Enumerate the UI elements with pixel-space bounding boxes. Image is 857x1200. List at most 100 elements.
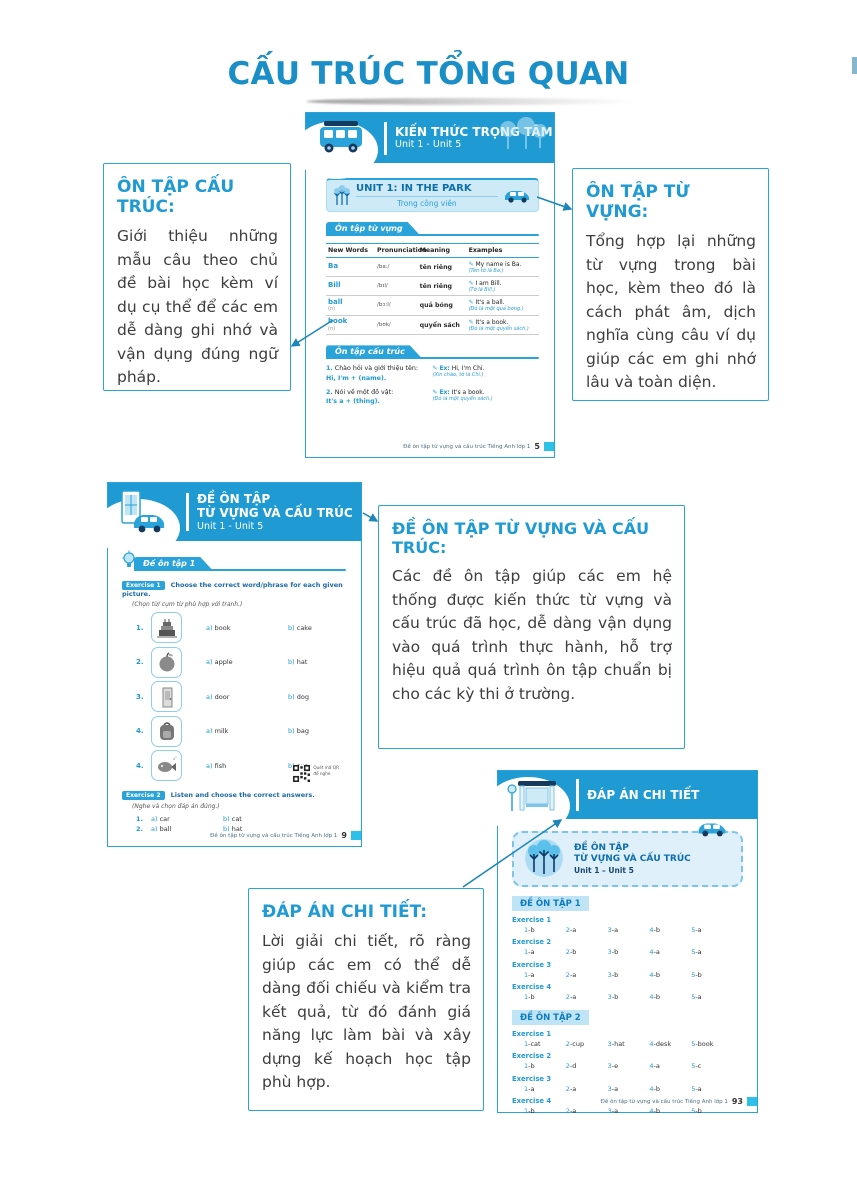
meaning: tên riêng — [417, 257, 467, 277]
example-translation: (Tên tớ là Ba.) — [468, 267, 504, 274]
phone-booth-car-icon — [121, 490, 164, 533]
page1-banner: KIẾN THỨC TRỌNG TÂM Unit 1 - Unit 5 — [294, 113, 554, 179]
structure-number: 1. — [326, 365, 333, 373]
structure-label: Chào hỏi và giới thiệu tên: — [334, 365, 418, 373]
answer: 1-b — [524, 1107, 535, 1115]
answers-row: 1-b 2-d 3-e 4-a 5-c — [524, 1062, 733, 1070]
pos: (n) — [328, 325, 336, 332]
structure-tab-label: Ôn tập cấu trúc — [326, 345, 423, 359]
answer: 3-a — [607, 1107, 619, 1115]
answer: 4-a — [649, 1062, 660, 1070]
item-number: 4. — [136, 761, 144, 770]
car-icon — [505, 191, 529, 203]
answer: 5-a — [691, 925, 702, 934]
col-header: Pronunciation — [374, 243, 427, 258]
unit-trees-icon — [334, 184, 350, 205]
callout-tests-body: Các đề ôn tập giúp các em hệ thống được … — [392, 567, 672, 703]
page-number: 5 — [534, 442, 540, 451]
cake-image — [151, 612, 182, 643]
answers-row: 1-b 2-a 3-a 4-b 5-a — [524, 926, 733, 934]
example-translation: (Đó là một quyển sách.) — [468, 325, 529, 332]
exercise2-title: Listen and choose the correct answers. — [170, 790, 315, 799]
item-number: 1. — [136, 623, 144, 632]
bus-stop-icon — [507, 781, 556, 811]
option-b-text: hat — [296, 658, 308, 666]
car-icon — [698, 823, 726, 837]
answers-exercise-name: Exercise 2 — [512, 938, 552, 946]
col-header: Examples — [466, 243, 539, 258]
structure-example: ✎ Ex: It's a book. (Đó là một quyển sách… — [433, 389, 540, 406]
page3-banner-title: ĐÁP ÁN CHI TIẾT — [587, 787, 700, 802]
callout-structure-heading: ÔN TẬP CẤU TRÚC: — [117, 177, 235, 217]
answer: 1-b — [524, 925, 535, 934]
option-b-label: b) — [288, 727, 295, 735]
answer: 3-a — [607, 1084, 619, 1093]
page-number: 93 — [731, 1097, 743, 1106]
exercise2-heading: Exercise 2 Listen and choose the correct… — [122, 790, 361, 800]
option-b-text: bag — [296, 727, 309, 735]
structure-list: 1. Chào hỏi và giới thiệu tên: Hi, I'm +… — [326, 365, 539, 405]
exercise2-subtitle: (Nghe và chọn đáp án đúng.) — [132, 802, 220, 810]
page-number-marker — [544, 442, 554, 451]
structure-example-text: It's a book. — [451, 388, 485, 396]
answer: 1-a — [524, 970, 535, 979]
answers-row: 1-cat 2-cup 3-hat 4-desk 5-book — [524, 1040, 733, 1048]
structure-item: 1. Chào hỏi và giới thiệu tên: Hi, I'm +… — [326, 365, 433, 382]
sample-page-tests: ĐỀ ÔN TẬP TỪ VỰNG VÀ CẤU TRÚC Unit 1 - U… — [96, 482, 362, 847]
bus-icon — [320, 121, 362, 153]
new-word: Bill — [328, 281, 341, 290]
new-word: book — [328, 317, 348, 326]
exercise1-title: Choose the correct word/phrase for each … — [122, 581, 343, 598]
pronunciation: /ba:/ — [374, 257, 418, 277]
test1-tab: Đề ôn tập 1 — [122, 550, 346, 571]
example: It's a ball. — [475, 298, 505, 306]
structure-example-translation: (Đó là một quyển sách.) — [432, 395, 493, 402]
answers-exercise-name: Exercise 3 — [512, 1074, 552, 1083]
table-row: Bill /bɪl/ tên riêng ✎ I am Bill. (Tớ là … — [326, 276, 539, 296]
answer: 4-b — [649, 970, 661, 979]
answer: 3-b — [607, 993, 619, 1001]
col-header: New Words — [326, 243, 375, 258]
fish-image — [151, 750, 182, 781]
item-number: 3. — [136, 692, 144, 701]
option-a-label: a) — [206, 692, 213, 701]
page3-banner: ĐÁP ÁN CHI TIẾT — [486, 771, 757, 835]
callout-vocab: ÔN TẬP TỪ VỰNG: Tổng hợp lại những từ vự… — [572, 168, 769, 401]
sample-page-knowledge: KIẾN THỨC TRỌNG TÂM Unit 1 - Unit 5 — [294, 112, 555, 458]
answer: 2-a — [565, 1107, 577, 1115]
pos: (n) — [328, 306, 336, 313]
pencil-icon: ✎ — [468, 298, 476, 306]
footer-text: Đề ôn tập từ vựng và cấu trúc Tiếng Anh … — [600, 1098, 728, 1105]
option-b-label: b) — [223, 814, 230, 823]
option-b-text: cake — [296, 623, 312, 632]
answer: 2-cup — [565, 1039, 585, 1048]
table-row: book (n) /bʊk/ quyển sách ✎ It's a book.(… — [326, 315, 539, 336]
answer: 1-b — [524, 993, 535, 1001]
answer: 5-a — [691, 993, 702, 1001]
item-number: 4. — [136, 727, 144, 735]
structure-number: 2. — [326, 388, 333, 396]
answer: 4-a — [649, 948, 660, 956]
option-a-text: door — [214, 692, 230, 701]
answer: 5-a — [691, 948, 702, 956]
meaning: quả bóng — [417, 295, 467, 316]
qr-block: Quét mã QR để nghe — [293, 765, 339, 782]
structure-pattern: Hi, I'm + (name). — [326, 374, 387, 382]
answer: 1-cat — [524, 1039, 541, 1048]
structure-example: ✎ Ex: Hi, I'm Chi. (Xin chào, tớ là Chi.… — [433, 365, 540, 382]
answers-row: 1-b 2-a 3-a 4-b 5-b — [524, 1107, 733, 1115]
option-b-label: b) — [288, 761, 295, 770]
exercise1-heading: Exercise 1 Choose the correct word/phras… — [122, 581, 361, 598]
vocab-section-tab: Ôn tập từ vựng — [326, 222, 539, 236]
exercise1-tag: Exercise 1 — [122, 581, 165, 590]
exercise-item: 1. a) book b) cake — [136, 612, 361, 643]
structure-item: 2. Nói về một đồ vật: It's a + (thing). — [326, 389, 433, 406]
answers-row: 1-b 2-a 3-b 4-b 5-a — [524, 993, 733, 1001]
answers-exercise-name: Exercise 2 — [512, 1052, 552, 1060]
option-a-label: a) — [206, 727, 213, 735]
answer: 3-b — [607, 948, 619, 956]
callout-tests-heading: ĐỀ ÔN TẬP TỪ VỰNG VÀ CẤU TRÚC: — [392, 519, 650, 557]
page2-banner-line1: ĐỀ ÔN TẬP — [197, 492, 271, 507]
answers-exercise-name: Exercise 4 — [512, 1097, 552, 1105]
